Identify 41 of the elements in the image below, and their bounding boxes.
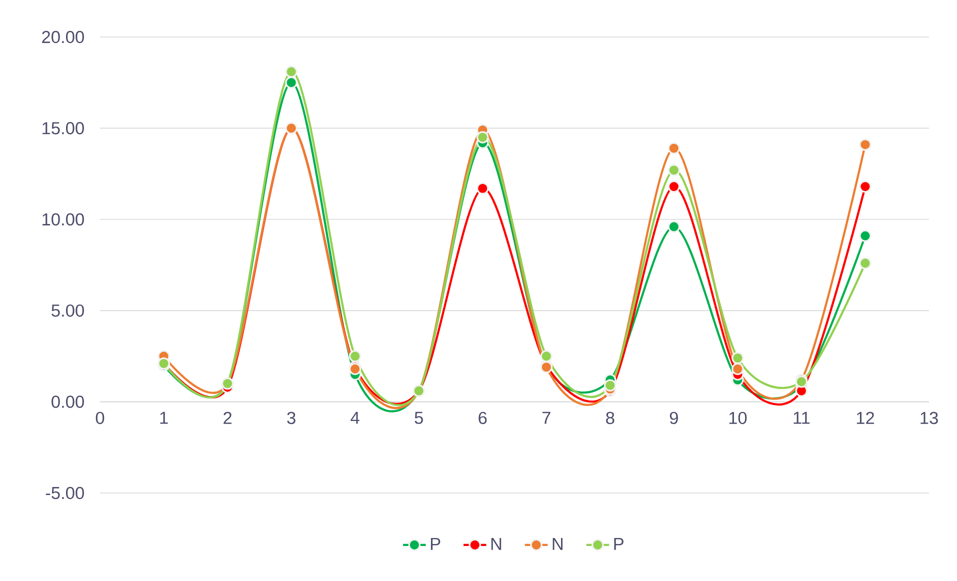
point (732, 352, 744, 364)
x-tick-label: 8 (606, 412, 614, 424)
x-tick-label: 3 (287, 412, 296, 424)
point (859, 230, 872, 242)
point (668, 220, 680, 233)
x-tick-label: 0 (96, 412, 104, 424)
point (476, 182, 489, 195)
x-tick-label: 7 (542, 412, 550, 424)
point (859, 138, 872, 151)
point (732, 362, 744, 376)
point (285, 66, 298, 78)
y-tick-label: 20.00 (42, 30, 84, 44)
x-tick-label: 12 (856, 412, 874, 424)
x-tick-label: 1 (160, 412, 168, 424)
legend-label: N (552, 538, 562, 550)
x-tick-label: 4 (350, 412, 360, 424)
x-tick-label: 5 (414, 412, 423, 424)
x-tick-label: 6 (478, 412, 487, 424)
point (476, 131, 489, 144)
x-tick-label: 9 (670, 412, 678, 424)
point (540, 350, 553, 362)
point (285, 76, 298, 89)
y-tick-label: 10.00 (42, 213, 84, 226)
legend-label: P (614, 538, 624, 550)
y-tick-label: 5.00 (52, 304, 84, 317)
x-tick-label: 10 (729, 412, 747, 424)
y-tick-label: 15.00 (42, 122, 84, 134)
point (604, 379, 616, 392)
legend-label: N (491, 538, 502, 550)
point (668, 142, 680, 154)
y-tick-label: -5.00 (46, 486, 84, 500)
point (348, 350, 362, 362)
x-tick-label: 2 (224, 412, 232, 424)
x-tick-label: 13 (920, 412, 938, 424)
point (859, 180, 872, 193)
x-tick-label: 11 (794, 412, 810, 424)
legend-label: P (430, 538, 440, 550)
point (668, 164, 680, 176)
y-tick-label: 0.00 (52, 396, 84, 408)
point (668, 180, 680, 193)
point (859, 257, 872, 270)
